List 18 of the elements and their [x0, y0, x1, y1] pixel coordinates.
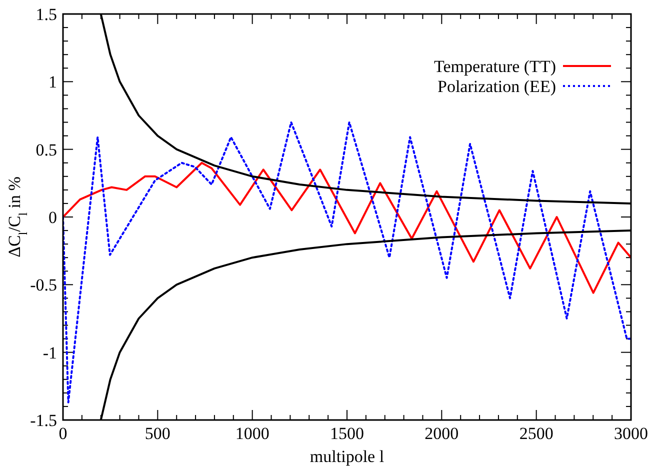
- x-tick-label: 3000: [614, 424, 648, 443]
- legend-label: Polarization (EE): [438, 77, 556, 96]
- y-tick-label: 1.5: [36, 5, 57, 24]
- x-axis-title: multipole l: [310, 447, 384, 466]
- x-tick-label: 1500: [330, 424, 364, 443]
- y-tick-label: -1.5: [30, 411, 57, 430]
- x-tick-label: 500: [144, 424, 170, 443]
- legend-label: Temperature (TT): [434, 57, 556, 76]
- y-tick-label: 0.5: [36, 140, 57, 160]
- x-tick-label: 2000: [424, 424, 459, 443]
- line-series: [63, 162, 631, 294]
- y-tick-label: -0.5: [30, 276, 57, 295]
- y-tick-label: 0: [48, 208, 57, 227]
- x-tick-label: 1000: [235, 424, 270, 443]
- line-series: [63, 121, 631, 404]
- x-tick-label: 2500: [519, 424, 554, 443]
- y-tick-label: 1: [48, 72, 57, 92]
- y-tick-label: -1: [42, 343, 57, 362]
